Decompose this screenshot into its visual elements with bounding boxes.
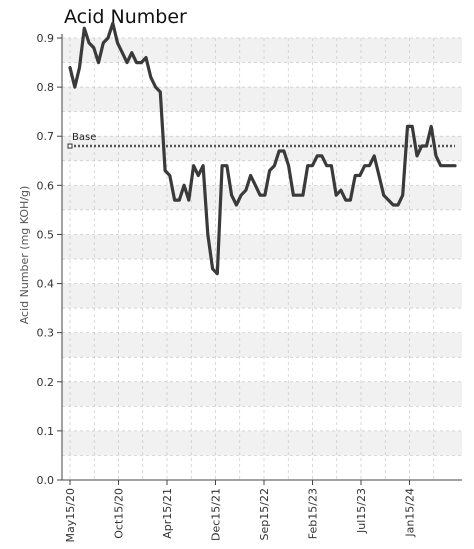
- y-tick-label: 0.7: [37, 130, 55, 143]
- x-tick-labels: May15/20 Oct15/20 Apr15/21 Dec15/21 Sep15/22…: [64, 488, 417, 542]
- plot-band: [62, 381, 462, 407]
- x-tick-label: Jan15/24: [404, 488, 417, 538]
- x-tick-label: Oct15/20: [113, 488, 126, 539]
- y-tick-label: 0.6: [37, 179, 55, 192]
- y-tick-label: 0.5: [37, 228, 55, 241]
- plot-band: [62, 308, 462, 333]
- x-tick-label: Jul15/23: [355, 488, 368, 534]
- y-tick-label: 0.3: [37, 327, 55, 340]
- plot-band: [62, 111, 462, 137]
- plot-band: [62, 209, 462, 235]
- plot-band: [62, 160, 462, 186]
- y-tick-label: 0.0: [37, 474, 55, 487]
- plot-band: [62, 357, 462, 382]
- plot-band: [62, 62, 462, 88]
- plot-band: [62, 283, 462, 309]
- y-tick-label: 0.1: [37, 425, 55, 438]
- x-tick-label: Dec15/21: [210, 488, 223, 541]
- chart-title: Acid Number: [64, 6, 187, 28]
- x-tick-label: Apr15/21: [161, 488, 174, 539]
- plot-band: [62, 455, 462, 480]
- plot-band: [62, 234, 462, 259]
- axes: [57, 34, 462, 485]
- plot-band: [62, 406, 462, 431]
- y-axis-label: Acid Number (mg KOH/g): [18, 186, 31, 325]
- y-tick-label: 0.8: [37, 81, 55, 94]
- y-tick-label: 0.4: [37, 278, 55, 291]
- x-tick-label: Feb15/23: [307, 488, 320, 539]
- baseline-marker: [67, 143, 73, 149]
- plot-band: [62, 136, 462, 161]
- baseline-group: Base: [67, 132, 455, 149]
- x-tick-label: Sep15/22: [258, 488, 271, 540]
- plot-band: [62, 332, 462, 358]
- series-lines: [68, 21, 457, 276]
- x-tick-label: May15/20: [64, 488, 77, 542]
- baseline-label: Base: [72, 132, 96, 143]
- series-line: [68, 21, 457, 276]
- y-tick-label: 0.9: [37, 32, 55, 45]
- plot-band: [62, 430, 462, 456]
- plot-band: [62, 259, 462, 284]
- plot-background-bands: [62, 38, 462, 480]
- y-tick-labels: 0.0 0.1 0.2 0.3 0.4 0.5 0.6 0.7 0.8 0.9: [37, 32, 55, 487]
- plot-band: [62, 87, 462, 112]
- y-tick-label: 0.2: [37, 376, 55, 389]
